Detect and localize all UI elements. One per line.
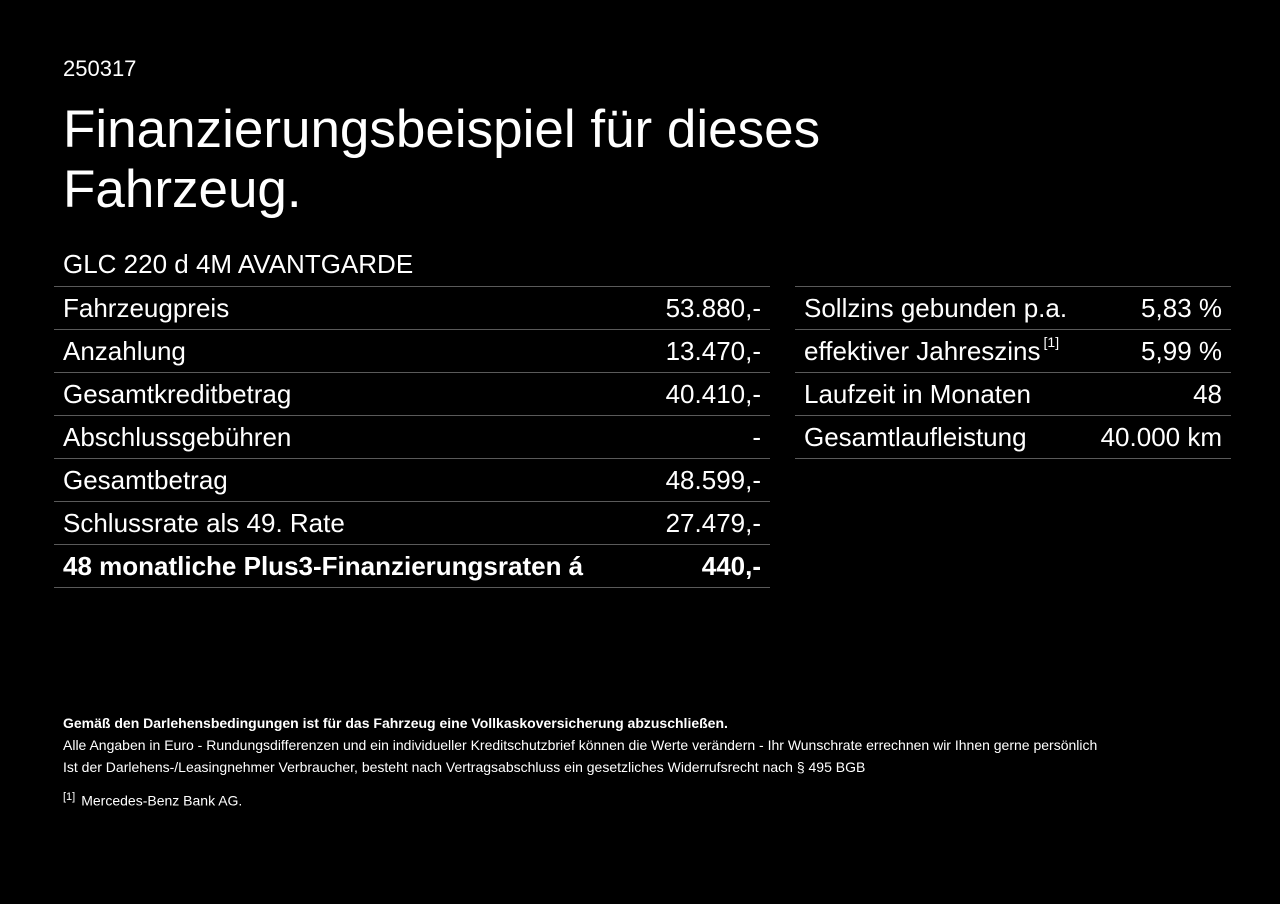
footnote-marker: [1] (63, 791, 76, 803)
page-title: Finanzierungsbeispiel für dieses Fahrzeu… (63, 100, 821, 219)
row-label: Sollzins gebunden p.a. (795, 286, 1087, 330)
table-row: Gesamtbetrag 48.599,- (54, 458, 770, 502)
offer-code: 250317 (63, 56, 137, 81)
row-value: 27.479,- (645, 501, 770, 545)
monthly-rate-value: 440,- (645, 544, 770, 588)
vehicle-model: GLC 220 d 4M AVANTGARDE (63, 249, 414, 279)
footnote: [1] Mercedes-Benz Bank AG. (63, 786, 1243, 812)
withdrawal-note: Ist der Darlehens-/Leasingnehmer Verbrau… (63, 759, 866, 775)
interest-table: Sollzins gebunden p.a. 5,83 % effektiver… (795, 286, 1231, 459)
table-row: effektiver Jahreszins [1] 5,99 % (795, 329, 1231, 373)
row-value: 48 (1086, 372, 1231, 416)
legal-notes: Gemäß den Darlehensbedingungen ist für d… (63, 712, 1243, 812)
row-label: Schlussrate als 49. Rate (54, 501, 646, 545)
table-row: Anzahlung 13.470,- (54, 329, 770, 373)
row-value: 40.000 km (1086, 415, 1231, 459)
row-value: 5,99 % (1086, 329, 1231, 373)
row-value: 5,83 % (1086, 286, 1231, 330)
row-value: 53.880,- (645, 286, 770, 330)
row-label: Gesamtkreditbetrag (54, 372, 646, 416)
row-value: 40.410,- (645, 372, 770, 416)
row-label: 48 monatliche Plus3-Finanzierungsraten á (54, 544, 646, 588)
footnote-reference: [1] (1043, 333, 1060, 350)
financing-table: Fahrzeugpreis 53.880,- Anzahlung 13.470,… (54, 286, 770, 588)
row-label: Gesamtbetrag (54, 458, 646, 502)
monthly-rate-row: 48 monatliche Plus3-Finanzierungsraten á… (54, 544, 770, 588)
row-value: - (645, 415, 770, 459)
row-label: Anzahlung (54, 329, 646, 373)
insurance-note: Gemäß den Darlehensbedingungen ist für d… (63, 715, 728, 731)
row-label: Laufzeit in Monaten (795, 372, 1087, 416)
row-label-cell: effektiver Jahreszins [1] (795, 329, 1087, 373)
row-value: 48.599,- (645, 458, 770, 502)
row-value: 13.470,- (645, 329, 770, 373)
disclaimer-line: Alle Angaben in Euro - Rundungsdifferenz… (63, 737, 1098, 753)
table-row: Gesamtlaufleistung 40.000 km (795, 415, 1231, 459)
row-label: Abschlussgebühren (54, 415, 646, 459)
table-row: Sollzins gebunden p.a. 5,83 % (795, 286, 1231, 330)
row-label: Gesamtlaufleistung (795, 415, 1087, 459)
footnote-text: Mercedes-Benz Bank AG. (81, 792, 243, 809)
table-row: Fahrzeugpreis 53.880,- (54, 286, 770, 330)
table-row: Abschlussgebühren - (54, 415, 770, 459)
table-row: Gesamtkreditbetrag 40.410,- (54, 372, 770, 416)
table-row: Laufzeit in Monaten 48 (795, 372, 1231, 416)
row-label: effektiver Jahreszins (804, 335, 1041, 366)
row-label: Fahrzeugpreis (54, 286, 646, 330)
table-row: Schlussrate als 49. Rate 27.479,- (54, 501, 770, 545)
